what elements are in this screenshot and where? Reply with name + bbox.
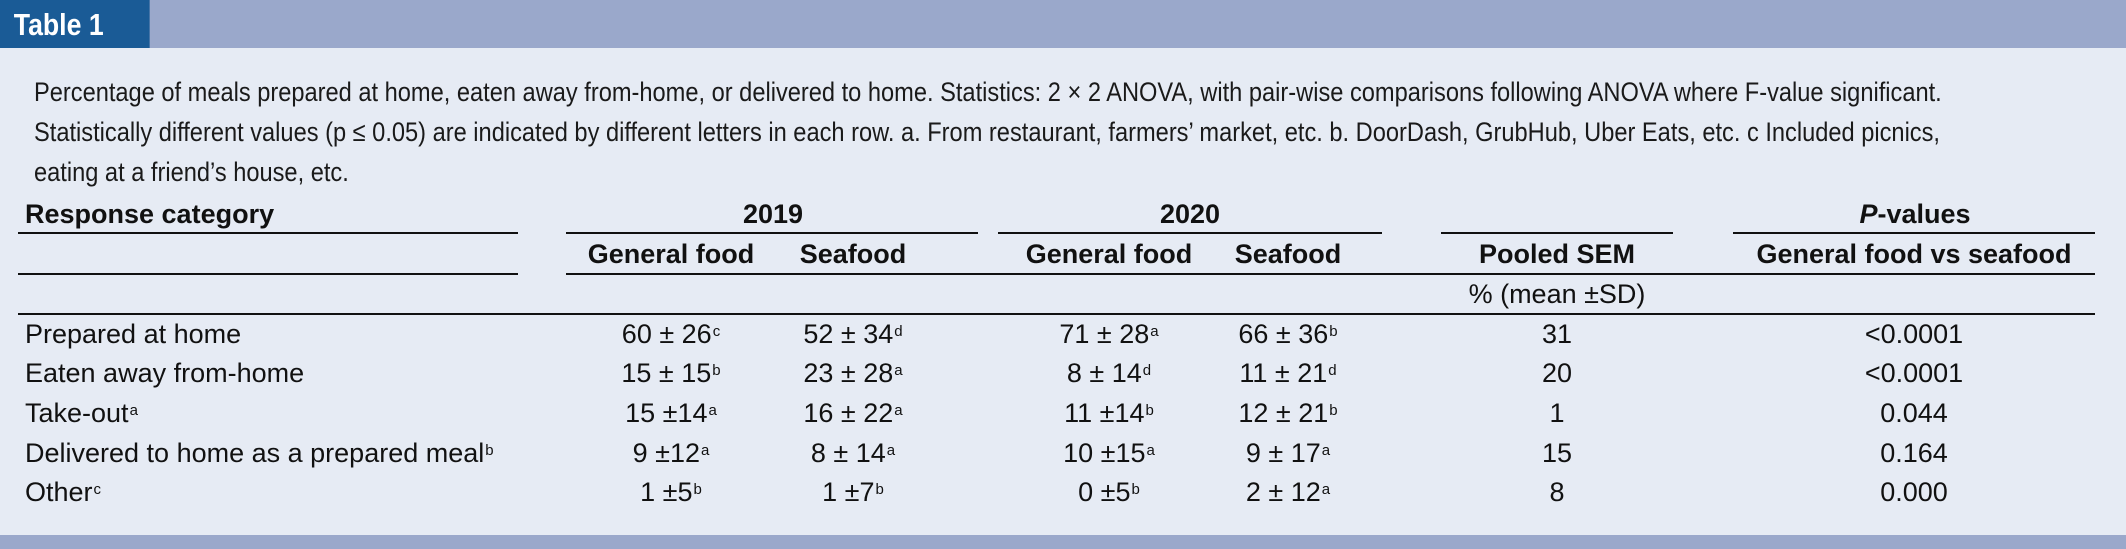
cell-sf2020: 66 ± 36b: [1238, 319, 1338, 349]
row-category: Prepared at home: [25, 319, 242, 349]
header-p-values: P-values: [1735, 198, 2095, 230]
row-category: Otherc: [25, 477, 102, 507]
cell-sf2019: 1 ±7b: [822, 477, 884, 507]
cell-sf2020: 2 ± 12a: [1245, 477, 1331, 507]
cell-gf2020: 11 ±14b: [1064, 398, 1154, 428]
cell-sf2019: 8 ± 14a: [810, 438, 896, 468]
rule-subheader: [566, 273, 2095, 275]
cell-gf2019: 15 ±14a: [625, 398, 717, 428]
cell-gf2019: 1 ±5b: [640, 477, 702, 507]
p-values-label: -values: [1877, 199, 1971, 229]
cell-sem: 1: [1549, 398, 1565, 428]
header-pooled-sem: Pooled SEM: [1478, 239, 1635, 269]
p-italic: P: [1859, 199, 1878, 229]
table-caption: Percentage of meals prepared at home, ea…: [34, 72, 2064, 192]
cell-sem: 15: [1541, 438, 1573, 468]
cell-sf2019: 23 ± 28a: [803, 358, 903, 388]
rule-header-2: [18, 273, 518, 275]
cell-sf2020: 9 ± 17a: [1245, 438, 1331, 468]
header-response-category: Response category: [25, 199, 275, 229]
table-tab-label: Table 1: [0, 0, 150, 48]
rule-p: [1733, 232, 2095, 234]
rule-sem: [1441, 232, 1673, 234]
rule-2020: [998, 232, 1382, 234]
cell-sf2019: 16 ± 22a: [803, 398, 903, 428]
cell-gf2020: 10 ±15a: [1063, 438, 1155, 468]
cell-sem: 20: [1541, 358, 1573, 388]
cell-sem: 31: [1541, 319, 1573, 349]
header-general-food-2019: General food: [587, 239, 755, 269]
cell-gf2020: 8 ± 14d: [1066, 358, 1152, 388]
cell-sf2020: 11 ± 21d: [1239, 358, 1337, 388]
cell-p: <0.0001: [1864, 358, 1964, 388]
cell-p: <0.0001: [1864, 319, 1964, 349]
cell-gf2020: 0 ±5b: [1078, 477, 1140, 507]
cell-gf2019: 9 ±12a: [632, 438, 710, 468]
cell-sf2020: 12 ± 21b: [1238, 398, 1338, 428]
rule-2019: [566, 232, 978, 234]
caption-line: Statistically different values (p ≤ 0.05…: [34, 117, 1941, 147]
header-year-2019: 2019: [742, 199, 804, 229]
header-year-2020: 2020: [1159, 199, 1221, 229]
rule-header-1: [18, 232, 518, 234]
cell-gf2020: 71 ± 28a: [1059, 319, 1159, 349]
header-seafood-2020: Seafood: [1234, 239, 1342, 269]
bottom-bar: [0, 535, 2126, 549]
cell-p: 0.164: [1880, 438, 1948, 468]
caption-line: eating at a friend’s house, etc.: [34, 157, 349, 187]
header-seafood-2019: Seafood: [799, 239, 907, 269]
row-category: Delivered to home as a prepared mealb: [25, 438, 494, 468]
units-label: % (mean ±SD): [1468, 279, 1646, 309]
top-bar: Table 1: [0, 0, 2126, 48]
cell-sf2019: 52 ± 34d: [803, 319, 903, 349]
cell-gf2019: 15 ± 15b: [621, 358, 721, 388]
cell-sem: 8: [1549, 477, 1565, 507]
header-general-food-2020: General food: [1025, 239, 1193, 269]
cell-gf2019: 60 ± 26c: [621, 319, 721, 349]
row-category: Eaten away from-home: [25, 358, 305, 388]
header-comparison: General food vs seafood: [1756, 239, 2072, 269]
row-category: Take-outa: [25, 398, 138, 428]
rule-body-top: [18, 313, 2095, 315]
cell-p: 0.000: [1880, 477, 1948, 507]
caption-line: Percentage of meals prepared at home, ea…: [34, 77, 1942, 107]
cell-p: 0.044: [1880, 398, 1948, 428]
